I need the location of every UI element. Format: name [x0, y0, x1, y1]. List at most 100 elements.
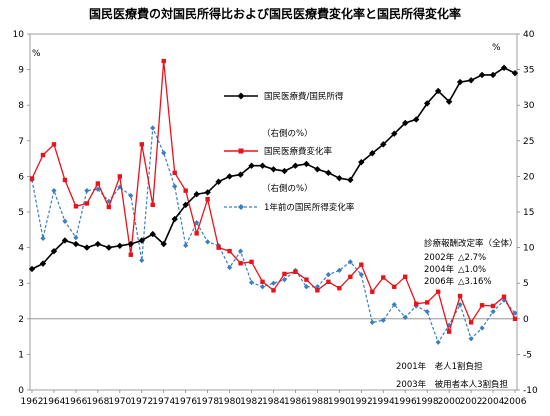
data-point-medical-change [435, 289, 441, 294]
data-point-ratio [182, 201, 189, 209]
data-point-medical-change [512, 316, 518, 321]
data-point-ratio [61, 237, 69, 244]
chart-title: 国民医療費の対国民所得比および国民医療費変化率と国民所得変化率 [89, 6, 461, 21]
data-point-ratio [478, 71, 486, 79]
data-point-medical-change [216, 245, 221, 250]
x-tick-label: 1978 [196, 397, 219, 407]
data-point-medical-change [293, 269, 298, 275]
data-point-medical-change [381, 275, 386, 280]
data-point-medical-change [106, 204, 112, 210]
data-point-ratio [116, 242, 124, 250]
data-point-ratio [259, 162, 266, 169]
legend: 国民医療費/国民所得 （右側の%） 国民医療費変化率 （右側の%） 1年前の国民… [224, 91, 355, 213]
data-point-income-change [183, 242, 189, 249]
data-point-income-change [62, 218, 68, 224]
data-point-income-change [369, 319, 375, 325]
data-point-medical-change [227, 248, 232, 254]
x-tick-label: 1998 [416, 397, 439, 407]
x-tick-label: 1964 [43, 397, 66, 407]
data-point-ratio [149, 230, 156, 238]
data-point-ratio [325, 169, 332, 177]
left-tick-label: 3 [18, 279, 24, 289]
revision-2002-year: 2002年 [424, 252, 455, 263]
data-point-ratio [369, 150, 376, 157]
data-point-medical-change [370, 289, 375, 294]
legend-label-income: 1年前の国民所得変化率 [264, 202, 355, 213]
data-point-medical-change [337, 285, 342, 291]
data-point-medical-change [348, 274, 353, 279]
left-y-axis: 0 1 2 3 4 5 6 7 8 9 10 [13, 30, 30, 396]
data-point-income-change [457, 301, 463, 308]
x-tick-label: 2006 [504, 397, 527, 407]
x-tick-label: 2000 [438, 397, 461, 407]
left-tick-label: 10 [13, 30, 25, 40]
data-point-income-change [336, 267, 342, 273]
data-point-medical-change [73, 204, 79, 209]
data-point-income-change [73, 235, 79, 241]
data-point-medical-change [128, 252, 133, 257]
data-point-medical-change [172, 170, 177, 176]
data-point-ratio [171, 215, 178, 223]
data-point-ratio [28, 265, 36, 273]
data-point-medical-change [51, 142, 57, 147]
data-point-ratio [423, 100, 431, 107]
right-y-axis: -10 -5 0 5 10 15 20 25 30 35 40 [517, 30, 538, 396]
right-tick-label: 25 [523, 137, 534, 147]
data-point-medical-change [501, 294, 507, 299]
x-tick-label: 1994 [372, 397, 395, 407]
x-tick-label: 1968 [86, 397, 109, 407]
data-point-income-change [161, 150, 167, 156]
data-point-medical-change [62, 177, 68, 183]
data-point-medical-change [414, 301, 419, 307]
data-point-medical-change [29, 176, 35, 181]
data-point-ratio [380, 141, 387, 148]
data-point-income-change [281, 277, 288, 283]
data-point-income-change [51, 188, 57, 194]
data-point-medical-change [271, 288, 276, 293]
x-tick-label: 1984 [262, 397, 285, 407]
data-point-ratio [39, 260, 47, 267]
data-point-ratio [434, 87, 442, 95]
x-tick-label: 1986 [284, 397, 307, 407]
data-point-income-change [84, 188, 90, 194]
data-point-income-change [479, 325, 485, 331]
data-point-income-change [150, 125, 156, 131]
x-tick-label: 1982 [240, 397, 263, 407]
data-point-medical-change [150, 202, 155, 208]
data-point-medical-change [315, 288, 320, 293]
data-point-ratio [94, 240, 102, 248]
data-point-income-change [205, 239, 211, 245]
data-point-ratio [456, 78, 464, 86]
left-tick-label: 4 [18, 244, 24, 254]
data-point-ratio [193, 191, 200, 198]
data-point-income-change [303, 284, 310, 290]
data-point-ratio [138, 237, 145, 244]
right-tick-label: 0 [523, 315, 529, 325]
data-point-ratio [127, 240, 134, 248]
left-tick-label: 6 [18, 172, 24, 182]
left-tick-label: 9 [18, 66, 24, 76]
data-point-ratio [500, 64, 508, 72]
data-point-ratio [511, 69, 519, 77]
right-tick-label: 30 [523, 101, 535, 111]
legend-note-medical: （右側の%） [262, 128, 313, 139]
data-point-income-change [325, 272, 331, 278]
data-point-income-change [402, 314, 408, 320]
data-point-medical-change [117, 174, 123, 179]
left-tick-label: 7 [18, 137, 24, 147]
x-tick-label: 2002 [460, 397, 483, 407]
revision-annotation: 診療報酬改定率（全体） 2002年 △2.7% 2004年 △1.0% 2006… [424, 238, 518, 287]
left-tick-label: 8 [18, 101, 24, 111]
x-tick-label: 1970 [108, 397, 131, 407]
data-point-income-change [358, 272, 364, 278]
data-point-ratio [445, 98, 453, 105]
x-axis: 1962 1964 1966 1968 1970 1972 1974 1976 1978 1980… [21, 390, 527, 407]
revision-2004-value: △1.0% [458, 265, 486, 275]
data-point-medical-change [260, 279, 265, 284]
legend-label-ratio: 国民医療費/国民所得 [264, 91, 344, 102]
data-point-medical-change [139, 142, 144, 147]
x-tick-label: 1974 [152, 397, 175, 407]
series-layer [28, 58, 519, 345]
data-point-medical-change [161, 58, 166, 64]
